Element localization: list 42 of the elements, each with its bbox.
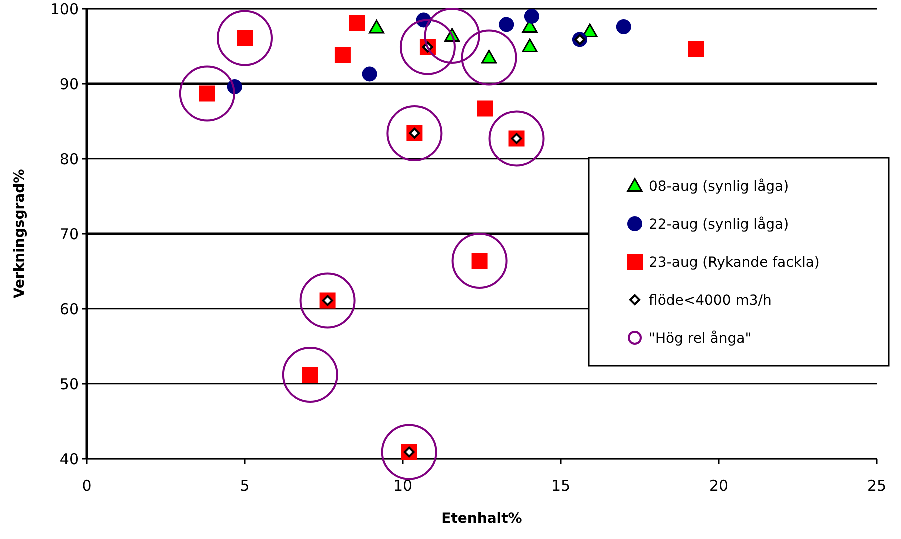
y-axis-title: Verkningsgrad% — [12, 169, 28, 299]
point — [362, 66, 378, 82]
legend-label: 08-aug (synlig låga) — [649, 178, 790, 195]
point — [424, 8, 480, 64]
point — [522, 38, 538, 52]
point — [452, 233, 508, 289]
x-tick-label: 20 — [709, 477, 729, 495]
point — [386, 106, 443, 162]
x-axis-title: Etenhalt% — [442, 511, 522, 527]
point — [688, 42, 704, 58]
point — [582, 24, 598, 38]
point — [381, 424, 438, 480]
point — [616, 20, 632, 34]
point — [334, 48, 351, 64]
y-tick-label: 40 — [60, 450, 79, 468]
x-tick-label: 5 — [240, 477, 250, 495]
point — [300, 272, 356, 329]
point — [488, 110, 545, 167]
point — [499, 17, 514, 32]
x-tick-label: 0 — [82, 477, 92, 495]
point — [179, 66, 236, 122]
point — [400, 19, 456, 76]
y-tick-label: 100 — [50, 0, 79, 18]
x-tick-label: 25 — [867, 477, 887, 495]
y-tick-label: 50 — [60, 375, 79, 394]
legend-label: "Hög rel ånga" — [649, 330, 752, 347]
point — [217, 10, 273, 66]
point — [369, 20, 385, 34]
y-tick-label: 60 — [60, 300, 79, 318]
y-tick-label: 80 — [60, 150, 79, 168]
point — [282, 347, 338, 403]
point — [349, 15, 366, 32]
point — [524, 9, 540, 24]
x-tick-label: 10 — [393, 477, 413, 495]
y-tick-label: 70 — [60, 225, 79, 244]
x-tick-label: 15 — [551, 477, 571, 495]
legend-label: 23-aug (Rykande fackla) — [649, 254, 820, 271]
point — [477, 100, 494, 117]
legend-label: flöde<4000 m3/h — [649, 292, 772, 309]
y-tick-label: 90 — [60, 75, 79, 94]
point — [461, 30, 518, 86]
legend-label: 22-aug (synlig låga) — [649, 216, 790, 233]
